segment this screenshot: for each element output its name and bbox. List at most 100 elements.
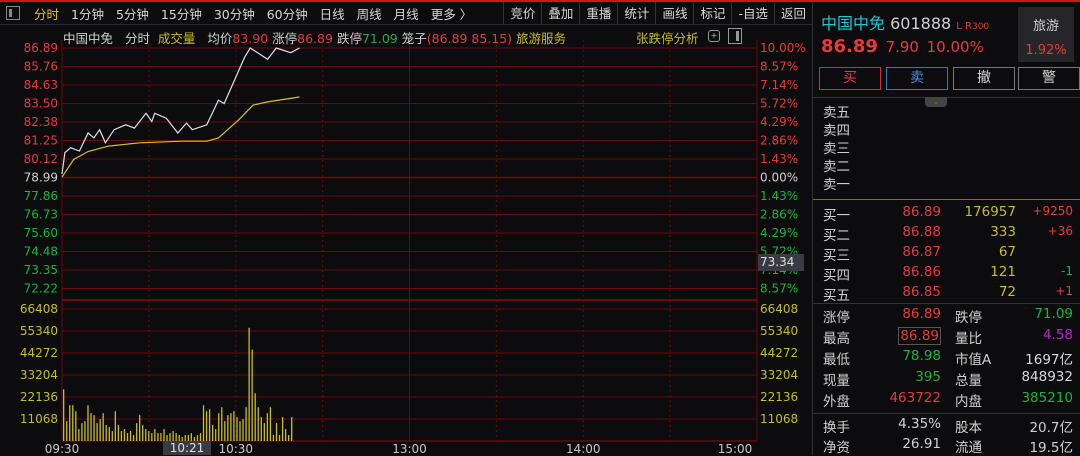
expand-down-icon[interactable]: ⌄: [925, 97, 947, 107]
price-tick-label: 76.73: [24, 208, 58, 222]
pct-tick-label: 10.00%: [760, 41, 806, 55]
volume-bar: [257, 407, 259, 441]
bid-row[interactable]: 买五 86.85 72 +1: [813, 284, 1080, 304]
pct-tick-label: 1.43%: [760, 152, 798, 166]
buy-button[interactable]: 买: [819, 67, 881, 90]
mode-label[interactable]: 分时: [124, 31, 150, 46]
volume-tick-label: 55340: [760, 324, 798, 338]
bid-row[interactable]: 买三 86.87 67: [813, 244, 1080, 264]
ask-label: 卖二: [823, 159, 850, 175]
volume-bar: [242, 419, 244, 441]
period-tab[interactable]: 月线: [393, 6, 419, 22]
volume-bar: [218, 413, 220, 441]
cancel-order-button[interactable]: 撤: [953, 67, 1015, 90]
toolbar-action-button[interactable]: 标记: [693, 1, 731, 25]
bid-price: 86.89: [902, 204, 941, 220]
price-tick-label: 81.25: [24, 134, 58, 148]
time-tick-label: 13:00: [392, 442, 427, 455]
period-tab[interactable]: 30分钟: [213, 6, 255, 22]
volume-bar: [154, 429, 156, 441]
bid-row[interactable]: 买一 86.89 176957 +9250: [813, 204, 1080, 224]
bid-row[interactable]: 买二 86.88 333 +36: [813, 224, 1080, 244]
toolbar-action-button[interactable]: 画线: [655, 1, 693, 25]
volume-bar: [221, 407, 223, 441]
stat-label: 最高: [823, 331, 850, 347]
volume-bar: [111, 431, 113, 441]
stat-row: 涨停 86.89 跌停 71.09: [813, 306, 1080, 326]
toolbar-action-button[interactable]: 竞价: [503, 1, 541, 25]
volume-bar: [281, 417, 284, 441]
down-limit-value: 71.09: [361, 31, 398, 46]
volume-bar: [102, 413, 104, 441]
volume-bar: [96, 423, 98, 441]
stat-label: 涨停: [823, 310, 850, 326]
volume-bar: [263, 423, 265, 441]
toolbar-action-button[interactable]: 返回: [773, 1, 812, 25]
side-panel-icon[interactable]: [728, 28, 742, 44]
period-tab[interactable]: 周线: [356, 6, 382, 22]
price-tick-label: 84.63: [24, 78, 58, 92]
bid-volume: 72: [998, 284, 1016, 300]
price-tick-label: 85.76: [24, 60, 58, 74]
down-limit-label: 跌停: [336, 31, 362, 46]
quote-stock-name: 中国中免: [821, 14, 886, 33]
stat-value: 4.58: [1042, 327, 1073, 343]
stat-label: 总量: [955, 373, 982, 389]
toolbar-action-button[interactable]: -自选: [731, 1, 774, 25]
expand-icon[interactable]: +: [708, 30, 720, 42]
stat-value: 1697亿: [1025, 352, 1073, 368]
indicator-label[interactable]: 成交量: [157, 31, 196, 46]
stat-label: 量比: [955, 331, 982, 347]
volume-bar: [272, 435, 275, 441]
stat-value: 395: [915, 369, 941, 385]
quote-panel: 中国中免 601888 L R300 86.89 7.90 10.00% 旅游 …: [812, 2, 1080, 456]
limit-analysis-link[interactable]: 张跌停分析: [636, 31, 699, 46]
bid-label: 买一: [823, 208, 850, 224]
volume-bar: [108, 427, 110, 441]
time-tick-label: 09:30: [45, 442, 80, 455]
stat-value: 385210: [1021, 390, 1073, 406]
volume-tick-label: 66408: [760, 302, 798, 316]
period-tab[interactable]: 60分钟: [266, 6, 308, 22]
stat-row: 现量 395 总量 848932: [813, 369, 1080, 389]
sector-box[interactable]: 旅游 1.92%: [1018, 7, 1074, 62]
volume-bar: [117, 425, 120, 441]
period-tab[interactable]: 日线: [319, 6, 345, 22]
volume-bar: [75, 411, 77, 441]
period-tab[interactable]: 更多 〉: [430, 6, 473, 22]
cage-value: (86.89 85.15): [426, 31, 513, 46]
volume-bar: [251, 349, 253, 441]
period-tab[interactable]: 1分钟: [71, 6, 104, 22]
period-tab[interactable]: 分时: [34, 6, 60, 22]
volume-bar: [148, 431, 150, 441]
volume-bar: [142, 425, 144, 441]
volume-bar: [193, 437, 196, 441]
volume-bar: [120, 431, 123, 441]
volume-bar: [114, 411, 116, 441]
bid-row[interactable]: 买四 86.86 121 -1: [813, 264, 1080, 284]
volume-bar: [175, 433, 177, 441]
stat-label: 股本: [955, 420, 982, 436]
stat-value: 848932: [1021, 369, 1073, 385]
price-tick-label: 80.12: [24, 152, 58, 166]
volume-bar: [208, 409, 211, 441]
period-tab[interactable]: 5分钟: [115, 6, 149, 22]
bid-volume: 176957: [964, 204, 1016, 220]
stat-value: 86.89: [898, 327, 941, 345]
sell-button[interactable]: 卖: [886, 67, 948, 90]
toolbar-action-button[interactable]: 叠加: [541, 1, 579, 25]
time-tick-label: 10:30: [218, 442, 253, 455]
panel-toggle-icon[interactable]: [6, 6, 20, 20]
up-limit-value: 86.89: [297, 31, 333, 46]
period-tab[interactable]: 15分钟: [160, 6, 202, 22]
intraday-chart[interactable]: 86.89 10.00% 85.76 8.57% 84.63 7.14% 83.50 5.72…: [0, 0, 812, 455]
toolbar-action-button[interactable]: 重播: [579, 1, 617, 25]
sector-link[interactable]: 旅游服务: [516, 31, 567, 46]
bid-volume: 333: [990, 224, 1016, 240]
toolbar-action-button[interactable]: 统计: [617, 1, 655, 25]
alert-button[interactable]: 警: [1018, 67, 1080, 90]
pct-tick-label: 4.29%: [760, 115, 798, 129]
price-tick-label: 83.50: [24, 97, 58, 111]
avg-price-line: [61, 96, 300, 178]
volume-tick-label: 44272: [760, 346, 798, 360]
